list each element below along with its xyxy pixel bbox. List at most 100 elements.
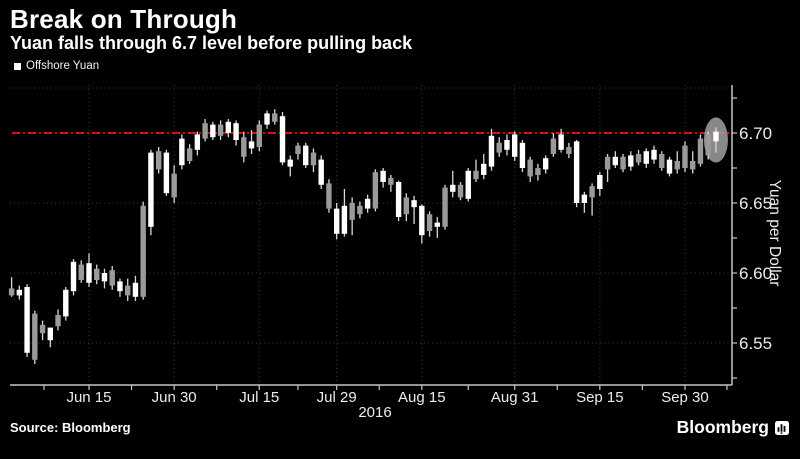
candle-body <box>643 151 649 164</box>
x-tick-label: Aug 15 <box>398 389 446 406</box>
candle-body <box>651 149 657 160</box>
x-tick-label: Sep 30 <box>661 389 709 406</box>
candle-body <box>109 270 115 286</box>
candle-body <box>125 285 131 296</box>
bloomberg-logo-icon <box>775 420 789 435</box>
candle-body <box>635 154 642 163</box>
candle-body <box>450 184 456 192</box>
candle-body <box>550 138 557 154</box>
candle-body <box>403 197 410 215</box>
candle-body <box>566 147 572 154</box>
candle-body <box>303 145 309 166</box>
candle-body <box>248 141 255 149</box>
candle-body <box>233 123 239 140</box>
candle-body <box>8 288 15 296</box>
candle-body <box>132 282 139 297</box>
candle-body <box>442 187 448 227</box>
candle-body <box>117 281 123 292</box>
candle-body <box>186 148 193 161</box>
candle-body <box>163 152 170 194</box>
candle-body <box>481 163 487 175</box>
candle-body <box>341 205 348 234</box>
candle-body <box>279 116 286 163</box>
candle-body <box>697 138 704 164</box>
candle-body <box>426 214 433 231</box>
source-credit: Source: Bloomberg <box>10 420 131 435</box>
candle-body <box>465 170 471 199</box>
candle-body <box>16 289 23 296</box>
candle-body <box>39 324 46 334</box>
candle-body <box>287 159 293 167</box>
candle-body <box>713 131 719 142</box>
candle-body <box>310 152 317 166</box>
candle-body <box>573 141 580 203</box>
x-tick-label: Jul 15 <box>239 389 279 406</box>
candle-body <box>194 134 201 150</box>
bloomberg-logo: Bloomberg <box>677 417 789 438</box>
y-tick-label: 6.65 <box>739 194 772 213</box>
candle-body <box>70 261 77 292</box>
candle-body <box>659 154 665 168</box>
candle-body <box>705 134 711 156</box>
candle-body <box>217 124 224 136</box>
x-axis-year-label: 2016 <box>358 404 391 421</box>
candle-body <box>326 183 332 209</box>
candle-body <box>225 121 232 133</box>
candle-body <box>101 273 108 282</box>
candle-body <box>86 263 92 283</box>
candle-body <box>333 208 340 234</box>
candle-body <box>295 145 301 154</box>
candle-body <box>604 156 611 170</box>
legend-label: Offshore Yuan <box>26 60 100 72</box>
y-tick-label: 6.55 <box>739 334 772 353</box>
candle-body <box>488 135 495 167</box>
candle-body <box>55 315 61 327</box>
candle-body <box>357 205 363 215</box>
candle-body <box>210 124 216 138</box>
candle-body <box>589 186 595 198</box>
x-tick-label: Jul 29 <box>317 389 357 406</box>
candlesticks <box>8 109 719 364</box>
candle-body <box>496 142 502 153</box>
candle-body <box>527 159 533 177</box>
candle-body <box>542 158 549 170</box>
legend: Offshore Yuan <box>14 60 99 72</box>
chart-subtitle: Yuan falls through 6.7 level before pull… <box>10 33 413 53</box>
candle-body <box>434 222 440 227</box>
candle-body <box>612 156 619 166</box>
candle-body <box>666 159 673 174</box>
candle-body <box>155 151 162 170</box>
candle-body <box>690 161 696 170</box>
candle-body <box>457 184 464 198</box>
candle-body <box>272 113 278 122</box>
candle-body <box>241 137 247 157</box>
candle-body <box>388 177 394 185</box>
candle-body <box>148 152 154 227</box>
candle-body <box>140 205 146 297</box>
candle-body <box>349 203 355 220</box>
candle-body <box>94 268 100 280</box>
candle-body <box>597 175 603 189</box>
candle-body <box>380 170 386 182</box>
candle-body <box>581 194 588 203</box>
candle-body <box>179 138 185 166</box>
candle-body <box>628 155 634 167</box>
x-tick-label: Jun 15 <box>66 389 111 406</box>
candle-body <box>558 134 564 150</box>
candle-body <box>504 140 510 150</box>
candle-body <box>682 145 688 168</box>
candle-body <box>519 142 526 168</box>
candle-body <box>364 198 371 209</box>
candle-body <box>32 313 38 360</box>
candle-body <box>318 159 324 185</box>
candle-body <box>512 134 518 157</box>
candle-body <box>411 200 417 208</box>
candle-body <box>372 172 379 209</box>
candle-body <box>419 205 425 236</box>
bloomberg-wordmark: Bloomberg <box>676 417 769 437</box>
y-axis-title: Yuan per Dollar <box>766 180 783 287</box>
candle-body <box>171 173 177 198</box>
candle-body <box>256 124 262 147</box>
